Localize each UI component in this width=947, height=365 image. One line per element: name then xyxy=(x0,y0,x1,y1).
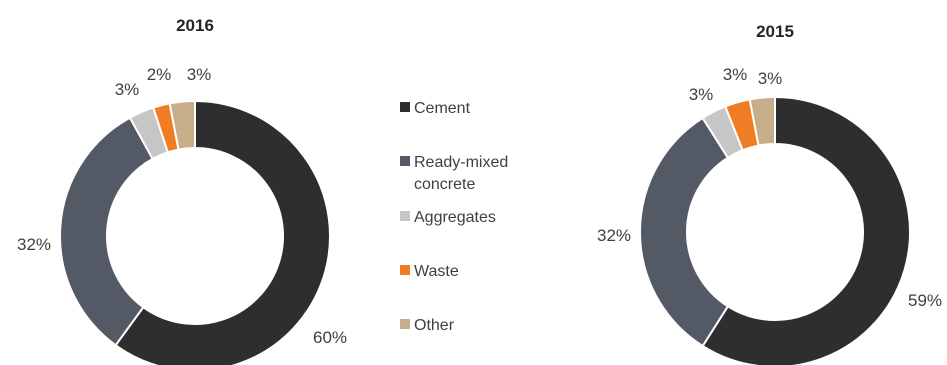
legend-swatch-cement xyxy=(400,102,410,112)
data-label-2016-waste: 2% xyxy=(147,65,172,84)
data-label-2015-cement: 59% xyxy=(908,291,942,310)
legend-swatch-aggregates xyxy=(400,211,410,221)
data-label-2015-aggregates: 3% xyxy=(689,85,714,104)
slice-2015-ready-mixed-concrete xyxy=(639,116,730,348)
slices-2016 xyxy=(59,99,331,365)
slice-2016-ready-mixed-concrete xyxy=(59,116,154,347)
chart-title-2015: 2015 xyxy=(756,22,794,41)
legend-label-cement: Cement xyxy=(414,100,471,117)
slice-2015-cement xyxy=(701,95,911,365)
slices-2015 xyxy=(639,95,911,365)
legend: Cement Ready-mixed concrete Aggregates Waste… xyxy=(400,100,508,334)
legend-swatch-other xyxy=(400,319,410,329)
labels-2015: 59% 32% 3% 3% 3% xyxy=(597,65,942,310)
slice-2016-cement xyxy=(114,99,331,365)
slice-2015-other xyxy=(748,95,776,147)
donut-chart-2016: 2016 60% 32% 3% 2% 3% xyxy=(17,16,347,365)
data-label-2015-ready-mixed-concrete: 32% xyxy=(597,226,631,245)
donut-chart-2015: 2015 59% 32% 3% 3% 3% xyxy=(597,22,942,365)
legend-label-waste: Waste xyxy=(414,263,459,280)
data-label-2016-ready-mixed-concrete: 32% xyxy=(17,235,51,254)
legend-label-ready-mixed-concrete: Ready-mixed concrete xyxy=(414,154,508,193)
legend-swatch-ready-mixed-concrete xyxy=(400,156,410,166)
chart-title-2016: 2016 xyxy=(176,16,214,35)
data-label-2016-cement: 60% xyxy=(313,328,347,347)
legend-swatch-waste xyxy=(400,265,410,275)
slice-2016-other xyxy=(168,99,196,151)
data-label-2015-waste: 3% xyxy=(723,65,748,84)
data-label-2016-other: 3% xyxy=(187,65,212,84)
data-label-2015-other: 3% xyxy=(758,69,783,88)
data-label-2016-aggregates: 3% xyxy=(115,80,140,99)
legend-label-other: Other xyxy=(414,317,455,334)
labels-2016: 60% 32% 3% 2% 3% xyxy=(17,65,347,347)
legend-label-aggregates: Aggregates xyxy=(414,209,496,226)
